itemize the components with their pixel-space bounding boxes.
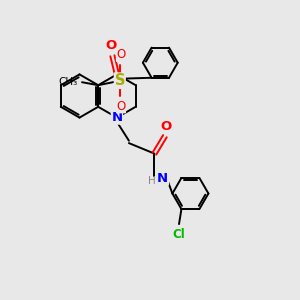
Text: N: N bbox=[157, 172, 168, 185]
Text: S: S bbox=[115, 73, 125, 88]
Text: H: H bbox=[148, 176, 156, 187]
Text: O: O bbox=[116, 100, 126, 113]
Text: O: O bbox=[105, 39, 116, 52]
Text: O: O bbox=[161, 120, 172, 133]
Text: CH₃: CH₃ bbox=[58, 77, 77, 87]
Text: Cl: Cl bbox=[172, 228, 185, 241]
Text: O: O bbox=[116, 49, 126, 62]
Text: N: N bbox=[111, 111, 122, 124]
